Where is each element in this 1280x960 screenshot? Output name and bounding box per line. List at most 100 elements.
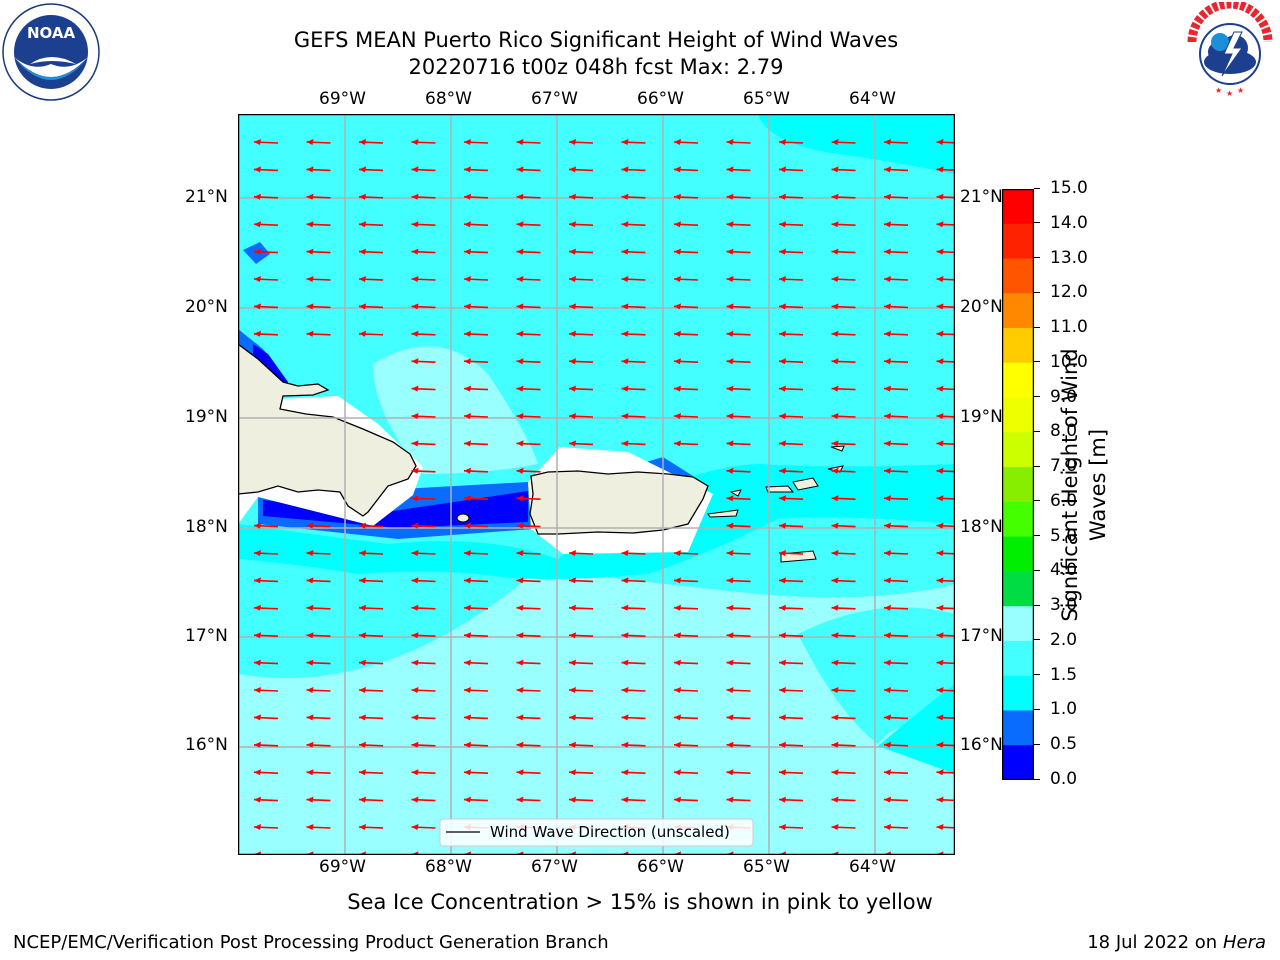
wind-arrow-head: [884, 413, 891, 419]
wind-arrow-head: [464, 413, 471, 419]
colorbar-tick-label: 13.0: [1034, 248, 1088, 268]
wind-arrow-head: [831, 550, 839, 556]
wind-arrow-head: [359, 604, 366, 611]
wind-arrow-head: [726, 659, 734, 666]
wind-arrow-head: [569, 659, 576, 666]
wind-arrow-head: [726, 385, 734, 392]
wind-arrow-head: [831, 467, 839, 474]
wind-arrow-head: [359, 550, 366, 556]
wave-field-se: [798, 607, 955, 744]
wind-arrow-head: [936, 741, 944, 748]
wind-arrow-head: [306, 769, 314, 776]
wind-arrow-head: [726, 276, 734, 282]
wind-arrow-head: [464, 796, 471, 803]
wind-arrow-head: [306, 139, 314, 145]
wind-arrow-head: [516, 330, 524, 337]
wind-arrow-head: [306, 714, 314, 721]
wind-arrow-head: [621, 413, 629, 419]
colorbar-tick-label: 5.0: [1034, 526, 1077, 546]
wave-field-light-north: [373, 346, 538, 474]
colorbar-cell: [1002, 189, 1034, 225]
wind-arrow-head: [884, 303, 891, 310]
wind-arrow-head: [254, 659, 261, 666]
wind-arrow-head: [674, 769, 681, 776]
tortola-island: [792, 477, 819, 491]
wind-arrow-head: [936, 385, 944, 392]
wind-arrow-head: [359, 824, 366, 830]
wind-arrow-head: [884, 687, 891, 693]
wind-arrow-head: [831, 769, 839, 776]
wind-arrow-head: [464, 741, 471, 748]
wind-arrow-head: [779, 139, 786, 145]
wind-arrow-head: [464, 632, 471, 639]
wind-arrow-head: [464, 577, 471, 584]
wind-arrow-head: [569, 221, 576, 228]
wind-arrow-head: [936, 824, 944, 830]
wind-arrow-head: [411, 303, 419, 310]
colorbar-cell: [1002, 467, 1034, 503]
wind-arrow-head: [569, 687, 576, 693]
wind-arrow-head: [674, 796, 681, 803]
wind-arrow-head: [254, 632, 261, 639]
wind-arrow-head: [779, 824, 786, 830]
wind-arrow-head: [831, 741, 839, 748]
lon-label-bottom: 65°W: [743, 857, 790, 877]
wind-arrow-head: [464, 604, 471, 611]
lon-label-top: 64°W: [849, 89, 896, 109]
wind-arrow-head: [884, 604, 891, 611]
colorbar-cell: [1002, 745, 1034, 780]
wind-arrow-head: [516, 769, 524, 776]
wind-arrow-head: [621, 796, 629, 803]
wind-arrow-head: [674, 139, 681, 145]
wind-arrow-head: [411, 577, 419, 584]
wind-arrow-head: [936, 193, 944, 200]
wind-arrow-head: [306, 687, 314, 693]
wind-arrow-head: [254, 522, 261, 529]
wind-arrow-head: [726, 741, 734, 748]
wind-arrow-head: [621, 769, 629, 776]
wind-arrow-head: [516, 687, 524, 693]
wind-arrow-head: [884, 440, 891, 447]
wind-arrow-head: [306, 522, 314, 529]
colorbar-tick-label: 3.0: [1034, 595, 1077, 615]
wind-arrow-head: [779, 632, 786, 639]
wind-arrow-head: [464, 714, 471, 721]
wind-arrow-head: [569, 193, 576, 200]
wind-arrow-head: [726, 796, 734, 803]
wind-arrow-head: [884, 632, 891, 639]
wind-arrow-head: [306, 824, 314, 830]
wind-arrow-head: [464, 659, 471, 666]
wind-arrow-head: [674, 330, 681, 337]
date-credit: 18 Jul 2022 on Hera: [1087, 932, 1266, 953]
chart-subtitle: 20220716 t00z 048h fcst Max: 2.79: [408, 55, 784, 79]
wind-arrow-head: [779, 796, 786, 803]
wind-arrow-head: [831, 330, 839, 337]
wind-arrow-head: [621, 659, 629, 666]
wind-arrow-head: [726, 714, 734, 721]
wind-arrow-head: [516, 659, 524, 666]
wind-arrow-head: [726, 303, 734, 310]
lon-label-top: 68°W: [425, 89, 472, 109]
nws-logo: ★ ★ ★: [1180, 0, 1280, 100]
wind-arrow-head: [726, 440, 734, 447]
colorbar-cell: [1002, 640, 1034, 677]
lon-label-bottom: 67°W: [531, 857, 578, 877]
wind-arrow-head: [411, 166, 419, 173]
wind-arrow-head: [831, 166, 839, 173]
lon-label-top: 69°W: [319, 89, 366, 109]
wind-arrow-head: [621, 687, 629, 693]
wind-arrow-head: [726, 467, 734, 474]
colorbar-cell: [1002, 501, 1034, 538]
wind-arrow-head: [779, 741, 786, 748]
lat-label-left: 20°N: [185, 297, 228, 317]
wind-arrow-head: [726, 604, 734, 611]
host-name: Hera: [1222, 932, 1266, 953]
wind-arrow-head: [464, 276, 471, 282]
colorbar-cell: [1002, 536, 1034, 572]
colorbar-tick-label: 11.0: [1034, 317, 1088, 337]
wind-arrow-head: [516, 796, 524, 803]
wind-arrow-head: [884, 139, 891, 145]
map-plot: Wind Wave Direction (unscaled): [238, 114, 955, 855]
wind-arrow-head: [884, 248, 891, 255]
wind-arrow-head: [306, 303, 314, 310]
